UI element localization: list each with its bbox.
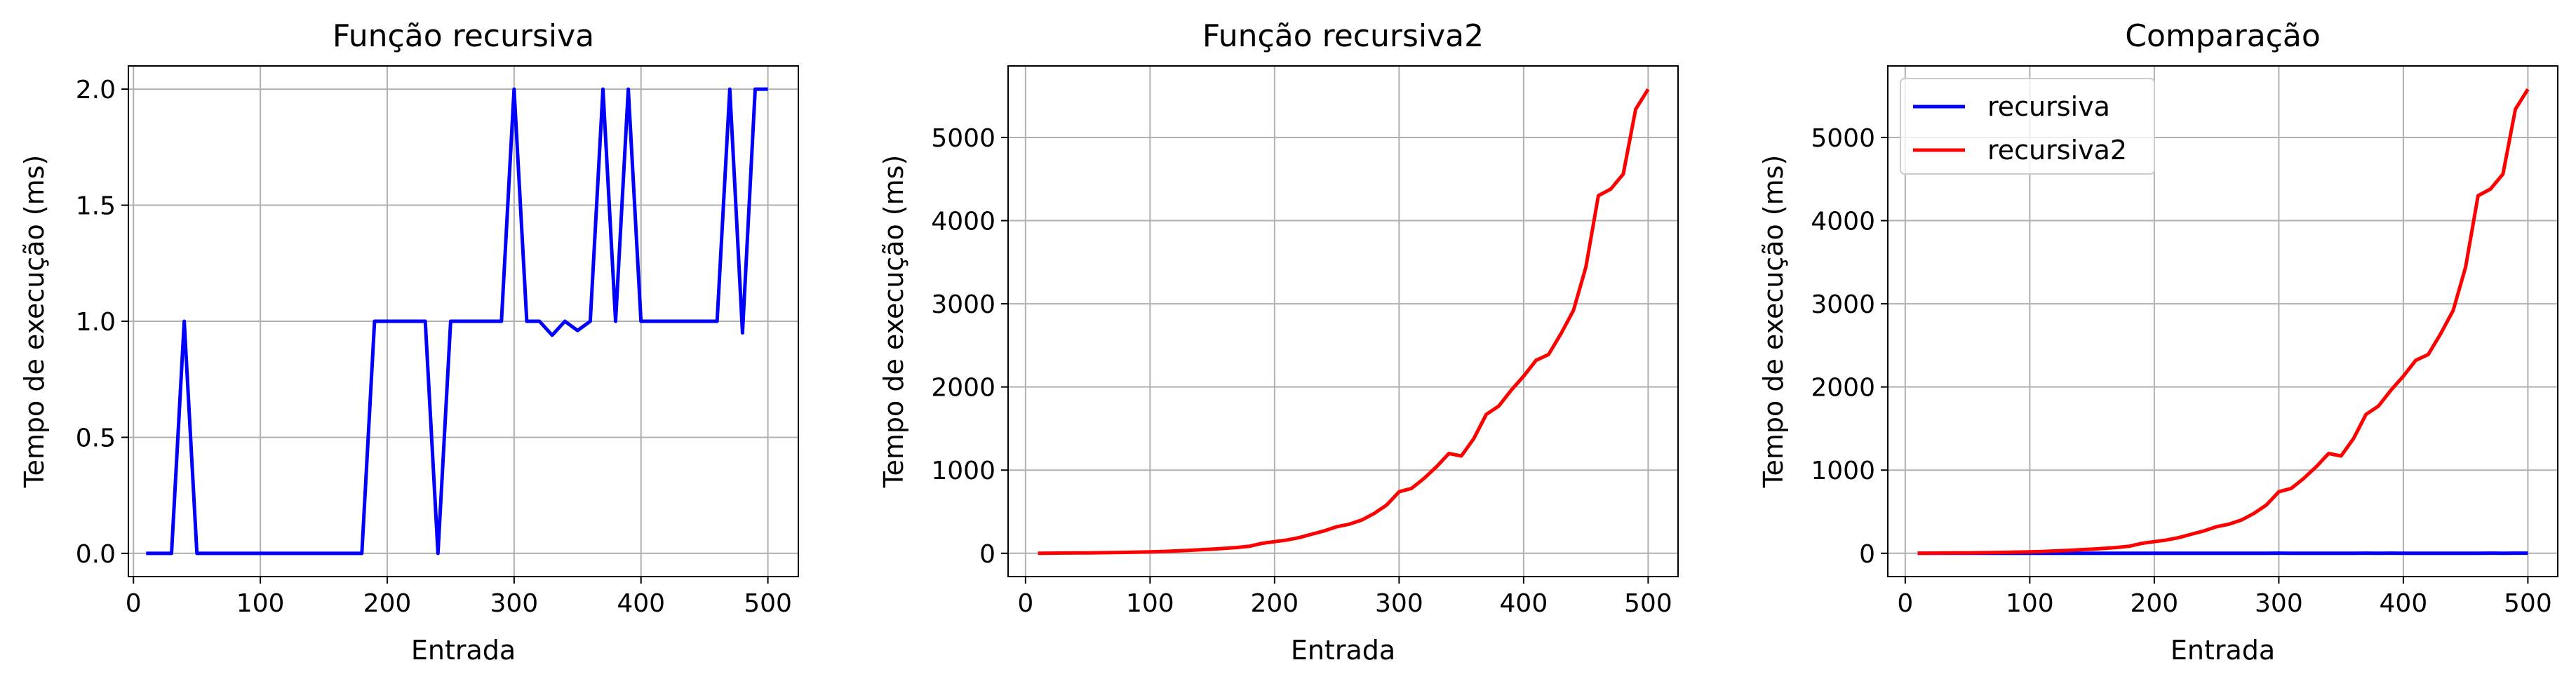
y-tick-label: 5000 [1811,124,1875,153]
y-tick-label: 2000 [1811,374,1875,403]
y-tick-label: 3000 [931,290,995,319]
x-tick-label: 300 [490,589,538,618]
y-tick-label: 3000 [1811,290,1875,319]
x-tick-label: 0 [1897,589,1913,618]
y-tick-label: 4000 [1811,208,1875,236]
x-axis-label: Entrada [411,635,516,666]
y-tick-label: 5000 [931,124,995,153]
x-tick-label: 200 [2131,589,2179,618]
series-line-series-0 [1038,88,1650,556]
y-tick-label: 1.5 [76,192,116,221]
x-tick-label: 400 [1500,589,1548,618]
chart-title: Função recursiva2 [1202,18,1484,54]
x-tick-label: 200 [1251,589,1299,618]
y-tick-label: 0 [1859,540,1875,569]
x-tick-label: 0 [1017,589,1033,618]
series-line-recursiva2 [1917,88,2530,556]
series-line-series-0 [146,87,768,556]
x-tick-label: 500 [1624,589,1672,618]
y-tick-label: 0 [979,540,995,569]
x-tick-label: 400 [2380,589,2428,618]
y-tick-label: 1000 [931,457,995,485]
legend-label-recursiva2: recursiva2 [1987,135,2127,166]
y-axis-label: Tempo de execução (ms) [19,155,50,489]
x-tick-label: 200 [363,589,412,618]
x-axis-label: Entrada [1291,635,1395,666]
y-tick-label: 2000 [931,374,995,403]
legend: recursiva recursiva2 [1900,78,2155,175]
x-tick-label: 100 [1126,589,1174,618]
panel-comparacao: 0 100 200 300 400 500 0 1000 2000 3000 4000 5000 C… [1758,18,2558,666]
panel-recursiva: 0 100 200 300 400 500 0.0 0.5 1.0 1.5 2.0 Função … [19,18,799,666]
y-tick-label: 1.0 [76,308,116,337]
y-tick-label: 4000 [931,208,995,236]
x-tick-label: 100 [2006,589,2054,618]
y-tick-label: 0.5 [76,424,116,452]
y-axis-label: Tempo de execução (ms) [878,155,909,489]
x-axis-label: Entrada [2171,635,2275,666]
x-tick-label: 300 [2255,589,2303,618]
panel-recursiva2: 0 100 200 300 400 500 0 1000 2000 3000 4000 5000 F… [878,18,1679,666]
x-tick-label: 500 [2504,589,2552,618]
y-tick-label: 1000 [1811,457,1875,485]
y-axis-label: Tempo de execução (ms) [1758,155,1789,489]
chart-title: Comparação [2125,18,2321,54]
x-tick-label: 400 [617,589,665,618]
x-tick-label: 100 [236,589,285,618]
x-tick-label: 300 [1375,589,1423,618]
x-tick-label: 0 [126,589,142,618]
legend-label-recursiva: recursiva [1987,91,2110,122]
y-tick-label: 0.0 [76,540,116,569]
chart-title: Função recursiva [333,18,594,54]
y-tick-label: 2.0 [76,76,116,105]
x-tick-label: 500 [744,589,792,618]
